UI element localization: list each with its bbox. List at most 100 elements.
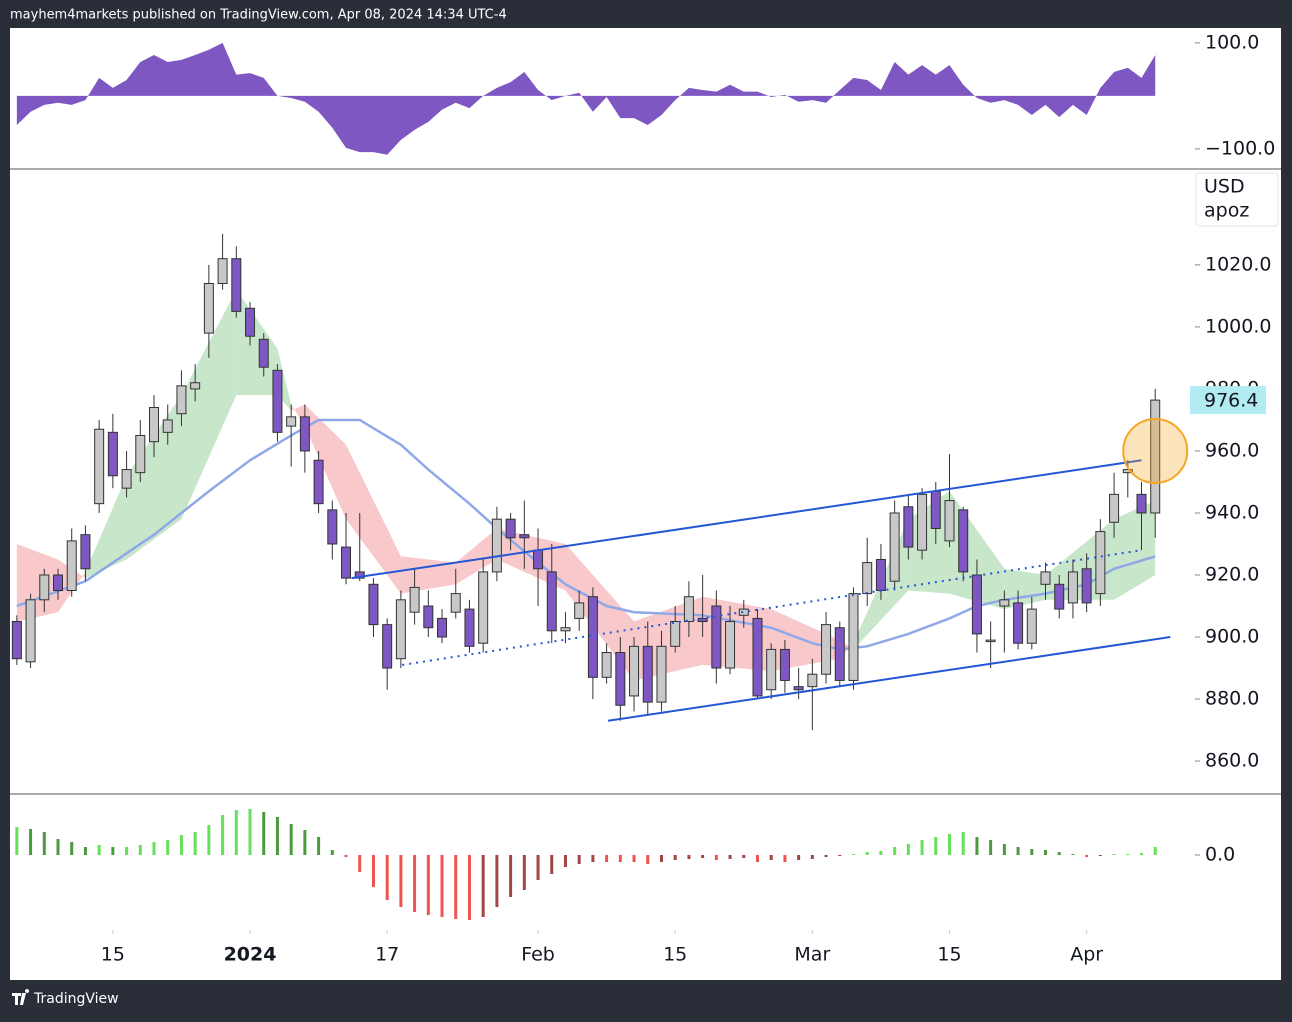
ribbon-segment (181, 289, 237, 520)
x-tick-label: Feb (521, 944, 555, 966)
footer-logo (12, 989, 30, 1005)
candle-body (245, 307, 256, 337)
candle-body (299, 416, 310, 452)
histogram-bar (1057, 852, 1061, 855)
candle-body (560, 627, 571, 632)
histogram-bar (1030, 849, 1034, 855)
histogram-bar (618, 855, 622, 862)
candle-body (985, 639, 996, 643)
candle-body (862, 562, 873, 595)
histogram-bar (646, 855, 650, 864)
candle-body (930, 490, 941, 529)
candle-body (752, 617, 763, 697)
histogram-bar (371, 855, 375, 887)
candle-body (821, 624, 832, 675)
x-tick-label: 2024 (224, 944, 277, 966)
candle-body (341, 546, 352, 579)
histogram-bar (56, 839, 60, 855)
histogram-bar (742, 855, 746, 858)
candle-body (25, 599, 36, 663)
histogram-bar (29, 829, 33, 855)
candle-body (368, 583, 379, 626)
candle-body (478, 571, 489, 644)
candle-body (903, 506, 914, 548)
histogram-bar (344, 855, 348, 857)
y-tick-label: 0.0 (1205, 844, 1235, 866)
candle-body (574, 602, 585, 619)
candle-body (1136, 493, 1147, 514)
candle-body (217, 258, 228, 284)
y-tick-label: 1000.0 (1205, 315, 1271, 337)
histogram-bar (893, 847, 897, 855)
ribbon-segment (85, 475, 127, 579)
candle-body (642, 645, 653, 703)
candle-body (409, 586, 420, 613)
candle-body (258, 338, 269, 368)
candle-body (231, 258, 242, 312)
histogram-bar (111, 847, 115, 855)
candle-body (519, 534, 530, 539)
candle-body (1109, 493, 1120, 523)
histogram-bar (755, 855, 759, 862)
histogram-bar (701, 855, 705, 858)
candle-body (286, 416, 297, 427)
histogram-bar (289, 824, 293, 855)
candle-body (272, 369, 283, 433)
candle-body (66, 540, 77, 592)
histogram-bar (975, 837, 979, 855)
candle-body (423, 605, 434, 629)
histogram-bar (728, 855, 732, 859)
histogram-bar (70, 842, 74, 855)
histogram-bar (399, 855, 403, 907)
histogram-bar (330, 850, 334, 855)
histogram-bar (783, 855, 787, 862)
y-tick-label: 900.0 (1205, 626, 1259, 648)
histogram-bar (440, 855, 444, 917)
histogram-bar (481, 855, 485, 917)
histogram-bar (687, 855, 691, 859)
histogram-bar (248, 809, 252, 855)
candle-body (1095, 531, 1106, 595)
histogram-bar (275, 817, 279, 855)
histogram-bar (1071, 854, 1075, 855)
histogram-bar (426, 855, 430, 915)
candle-body (670, 621, 681, 647)
currency-box (1195, 172, 1279, 227)
candle-body (807, 673, 818, 688)
histogram-bar (961, 832, 965, 855)
histogram-bar (605, 855, 609, 862)
x-tick-label: Apr (1070, 944, 1103, 966)
last-price-box (1190, 386, 1266, 415)
trendline (607, 636, 1171, 722)
histogram-bar (125, 847, 129, 855)
histogram-bar (563, 855, 567, 867)
candle-body (107, 431, 118, 477)
candle-body (587, 596, 598, 678)
histogram-bar (673, 855, 677, 860)
histogram-bar (838, 855, 842, 856)
footer-brand: TradingView (33, 991, 119, 1007)
x-tick-label: Mar (794, 944, 830, 966)
histogram-bar (193, 832, 197, 855)
candle-body (1067, 571, 1078, 604)
histogram-bar (15, 827, 19, 855)
candle-body (738, 608, 749, 616)
trendline (402, 549, 1142, 666)
candle-body (848, 593, 859, 681)
histogram-bar (1140, 853, 1144, 855)
candle-body (533, 549, 544, 570)
candle-body (601, 652, 612, 678)
y-tick-label: 880.0 (1205, 688, 1259, 710)
histogram-bar (454, 855, 458, 919)
candle-body (711, 605, 722, 669)
candle-body (395, 599, 406, 660)
currency-label: USD (1204, 176, 1245, 198)
candle-body (1040, 571, 1051, 585)
histogram-bar (989, 840, 993, 855)
ribbon-segment (1114, 500, 1156, 600)
x-tick-label: 15 (101, 944, 125, 966)
histogram-bar (769, 855, 773, 860)
histogram-bar (152, 842, 156, 855)
histogram-bar (358, 855, 362, 872)
